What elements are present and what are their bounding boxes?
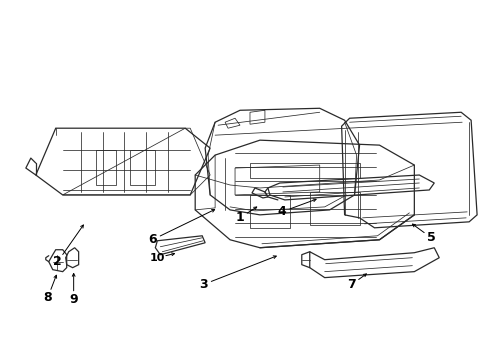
Text: 8: 8 [44,291,52,304]
Text: 9: 9 [70,293,78,306]
Text: 4: 4 [277,205,286,219]
Text: 2: 2 [53,255,62,268]
Text: 7: 7 [347,278,356,291]
Text: 6: 6 [148,233,157,246]
Text: 5: 5 [427,231,436,244]
Text: 3: 3 [199,278,207,291]
Text: 1: 1 [236,211,245,224]
Text: 10: 10 [149,253,165,263]
